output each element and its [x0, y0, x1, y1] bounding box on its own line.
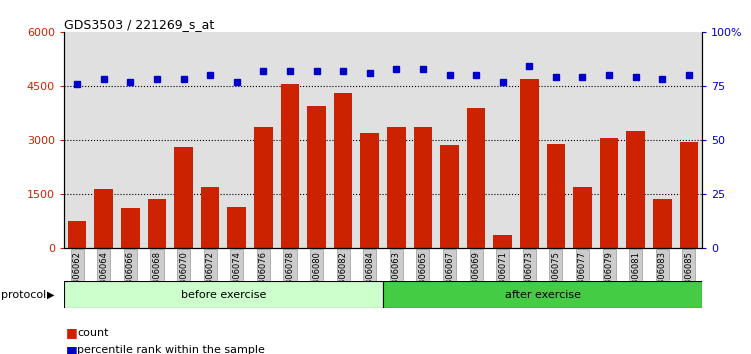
Text: before exercise: before exercise [181, 290, 266, 300]
Bar [573, 187, 592, 248]
Bar [467, 108, 485, 248]
Bar [547, 143, 566, 248]
Bar [68, 221, 86, 248]
Text: protocol: protocol [1, 290, 46, 300]
Bar [360, 133, 379, 248]
Bar [626, 131, 645, 248]
Text: GDS3503 / 221269_s_at: GDS3503 / 221269_s_at [64, 18, 214, 31]
Bar [333, 93, 352, 248]
Text: ■: ■ [66, 326, 78, 339]
Bar [307, 106, 326, 248]
Bar [228, 207, 246, 248]
Text: ▶: ▶ [47, 290, 54, 300]
Bar [174, 147, 193, 248]
Bar [653, 199, 671, 248]
Bar [121, 209, 140, 248]
Bar [600, 138, 618, 248]
Text: count: count [77, 328, 109, 338]
Bar [201, 187, 219, 248]
Bar [414, 127, 433, 248]
Bar [64, 281, 383, 308]
Text: ■: ■ [66, 344, 78, 354]
Bar [520, 79, 538, 248]
Bar [680, 142, 698, 248]
Text: percentile rank within the sample: percentile rank within the sample [77, 346, 265, 354]
Text: after exercise: after exercise [505, 290, 581, 300]
Bar [95, 189, 113, 248]
Bar [281, 84, 299, 248]
Bar [383, 281, 702, 308]
Bar [254, 127, 273, 248]
Bar [440, 145, 459, 248]
Bar [148, 199, 166, 248]
Bar [493, 235, 512, 248]
Bar [387, 127, 406, 248]
